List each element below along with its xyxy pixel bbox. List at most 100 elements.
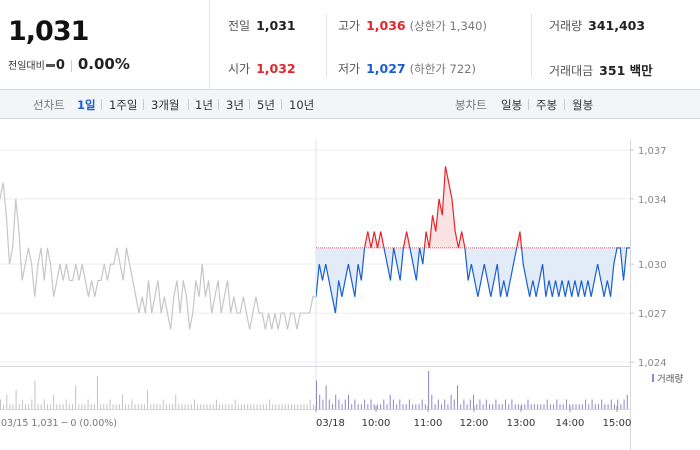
- volume-bar: [46, 404, 48, 410]
- volume-bar: [200, 404, 202, 410]
- volume-bar: [479, 399, 481, 409]
- volume-bar: [357, 404, 359, 410]
- volume-bar: [272, 404, 274, 410]
- volume-bar: [59, 404, 61, 410]
- volume-bar: [434, 404, 436, 410]
- x-tick-label: 11:00: [414, 418, 443, 429]
- volume-bar: [498, 404, 500, 410]
- change-row: 전일대비 0 0.00%: [8, 55, 130, 73]
- change-percent: 0.00%: [77, 55, 130, 73]
- volume-bar: [203, 404, 205, 410]
- divider: [101, 99, 102, 110]
- volume-bar: [250, 404, 252, 410]
- volume-bar: [402, 404, 404, 410]
- volume-bar: [312, 404, 314, 410]
- x-tick-label: 14:00: [556, 418, 585, 429]
- tab-1d[interactable]: 1일: [77, 98, 96, 112]
- lower-limit: (하한가 722): [409, 62, 476, 76]
- volume-bar: [594, 404, 596, 410]
- volume-bar: [244, 404, 245, 410]
- volume-bar: [222, 404, 224, 410]
- y-tick-label: 1,037: [638, 146, 667, 157]
- change-label: 전일대비: [8, 61, 45, 72]
- tab-weekly-candle[interactable]: 주봉: [536, 98, 558, 112]
- volume-bar: [184, 404, 186, 410]
- volume-legend-label: 거래량: [657, 373, 683, 385]
- tab-10y[interactable]: 10년: [289, 98, 315, 112]
- volume-bar: [626, 394, 628, 410]
- volume-bar: [389, 394, 391, 410]
- volume-bar: [72, 404, 73, 410]
- tab-3y[interactable]: 3년: [226, 98, 244, 112]
- volume-bar: [140, 404, 142, 410]
- volume-bar: [354, 399, 356, 409]
- volume-bar: [231, 404, 233, 410]
- volume-bar: [118, 404, 120, 410]
- tab-daily-candle[interactable]: 일봉: [501, 98, 523, 112]
- volume-bar: [351, 404, 353, 410]
- volume-bar: [228, 404, 230, 410]
- volume-bar: [281, 404, 283, 410]
- divider: [249, 99, 250, 110]
- volume-bar: [316, 380, 317, 409]
- volume-bar: [247, 404, 249, 410]
- divider: [531, 14, 532, 78]
- stat-label: 거래량: [549, 19, 583, 33]
- tab-1y[interactable]: 1년: [195, 98, 213, 112]
- volume-bar: [194, 399, 195, 409]
- volume-bar: [424, 404, 426, 410]
- volume-bar: [501, 404, 503, 410]
- tab-3m[interactable]: 3개월: [151, 98, 180, 112]
- series-line-down: [316, 247, 630, 314]
- volume-bar: [115, 404, 117, 410]
- volume-bar: [87, 399, 89, 409]
- volume-bar: [610, 399, 612, 409]
- volume-bar: [265, 404, 267, 410]
- tab-monthly-candle[interactable]: 월봉: [572, 98, 594, 112]
- stat-value: 1,027: [366, 61, 406, 76]
- volume-bar: [383, 399, 385, 409]
- volume-bar: [125, 404, 127, 410]
- volume-bar: [18, 404, 20, 410]
- change-value: 0: [55, 58, 65, 73]
- volume-bar: [341, 404, 343, 410]
- stat-volume: 거래량 341,403: [549, 17, 645, 34]
- volume-bar: [306, 404, 308, 410]
- volume-bar: [190, 404, 192, 410]
- volume-bar: [565, 399, 567, 409]
- volume-bar: [380, 404, 382, 410]
- volume-bar: [93, 404, 95, 410]
- volume-bar: [492, 404, 494, 410]
- volume-bar: [463, 399, 465, 409]
- prev-day-label: 03/15 1,031 ─ 0 (0.00%): [1, 418, 117, 429]
- volume-bar: [505, 399, 506, 409]
- volume-bar: [399, 399, 401, 409]
- volume-bar: [581, 404, 583, 410]
- volume-bar: [396, 404, 398, 410]
- stat-label: 고가: [338, 19, 361, 33]
- volume-bar: [415, 404, 417, 410]
- current-price: 1,031: [8, 16, 89, 47]
- divider: [564, 99, 565, 110]
- volume-bar: [131, 399, 133, 409]
- tab-5y[interactable]: 5년: [257, 98, 275, 112]
- volume-bar: [437, 399, 439, 409]
- volume-bar: [428, 371, 430, 409]
- volume-bar: [367, 404, 369, 410]
- volume-bar: [578, 404, 580, 410]
- chart-period-tabs: 선차트 1일 1주일 3개월 1년 3년 5년 10년 봉차트 일봉 주봉 월봉: [0, 90, 700, 119]
- y-tick-label: 1,027: [638, 309, 667, 320]
- volume-bar: [344, 399, 346, 409]
- volume-bar: [53, 394, 55, 410]
- volume-bar: [460, 404, 462, 410]
- volume-bar: [386, 404, 388, 410]
- volume-bar: [128, 404, 130, 410]
- volume-bar: [103, 404, 105, 410]
- volume-bar: [620, 404, 622, 410]
- down-area: [316, 247, 627, 314]
- divider: [528, 99, 529, 110]
- volume-bar: [97, 375, 98, 410]
- tab-1w[interactable]: 1주일: [109, 98, 138, 112]
- volume-bar: [453, 399, 455, 409]
